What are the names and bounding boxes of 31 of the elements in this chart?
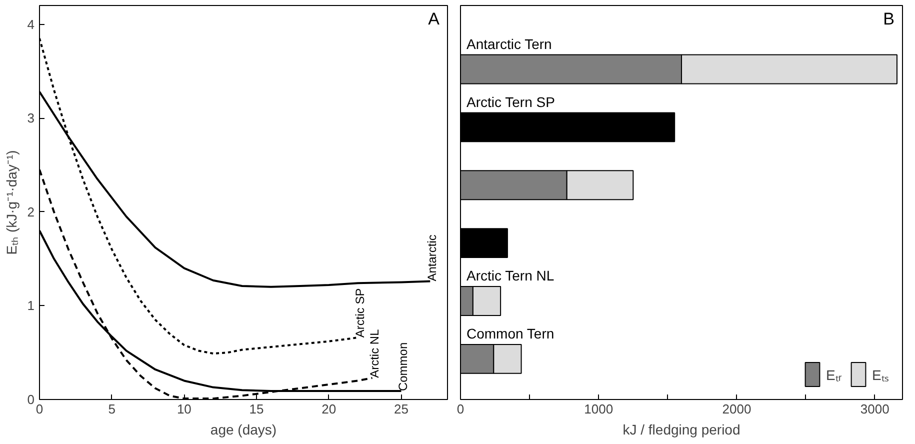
y-axis-title: Eₜₕ (kJ·g⁻¹·day⁻¹)	[3, 150, 20, 255]
legend-label: Eₜₛ	[872, 366, 890, 384]
category-label: Common Tern	[466, 326, 554, 342]
bar	[460, 228, 508, 258]
category-label: Arctic Tern SP	[466, 94, 555, 110]
x-tick-label: 20	[322, 402, 336, 416]
text: Arctic NL	[367, 328, 382, 378]
text: Antarctic	[425, 234, 440, 282]
x-tick-label: 1000	[584, 402, 614, 416]
x-tick-label: 5	[108, 402, 116, 416]
y-tick-label: 1	[27, 298, 35, 314]
y-tick-label: 4	[27, 16, 35, 32]
text: Common	[396, 342, 410, 392]
y-tick-label: 2	[27, 204, 35, 220]
chart-title: A	[428, 10, 440, 28]
text: Arctic SP	[352, 288, 367, 338]
chart-title: B	[883, 10, 895, 28]
category-label: Antarctic Tern	[466, 36, 552, 52]
x-tick-label: 2000	[722, 402, 752, 416]
x-axis-title: kJ / fledging period	[622, 422, 740, 438]
y-tick-label: 3	[27, 110, 35, 126]
x-tick-label: 0	[456, 402, 464, 416]
y-tick-label: 0	[27, 392, 35, 407]
x-tick-label: 25	[394, 402, 408, 416]
x-tick-label: 3000	[860, 402, 890, 416]
legend-label: Eₜᵣ	[826, 366, 843, 384]
x-tick-label: 10	[176, 402, 192, 416]
category-label: Arctic Tern NL	[466, 268, 554, 284]
x-axis-title: age (days)	[210, 422, 277, 438]
bar	[460, 112, 676, 142]
x-tick-label: 15	[249, 402, 264, 416]
